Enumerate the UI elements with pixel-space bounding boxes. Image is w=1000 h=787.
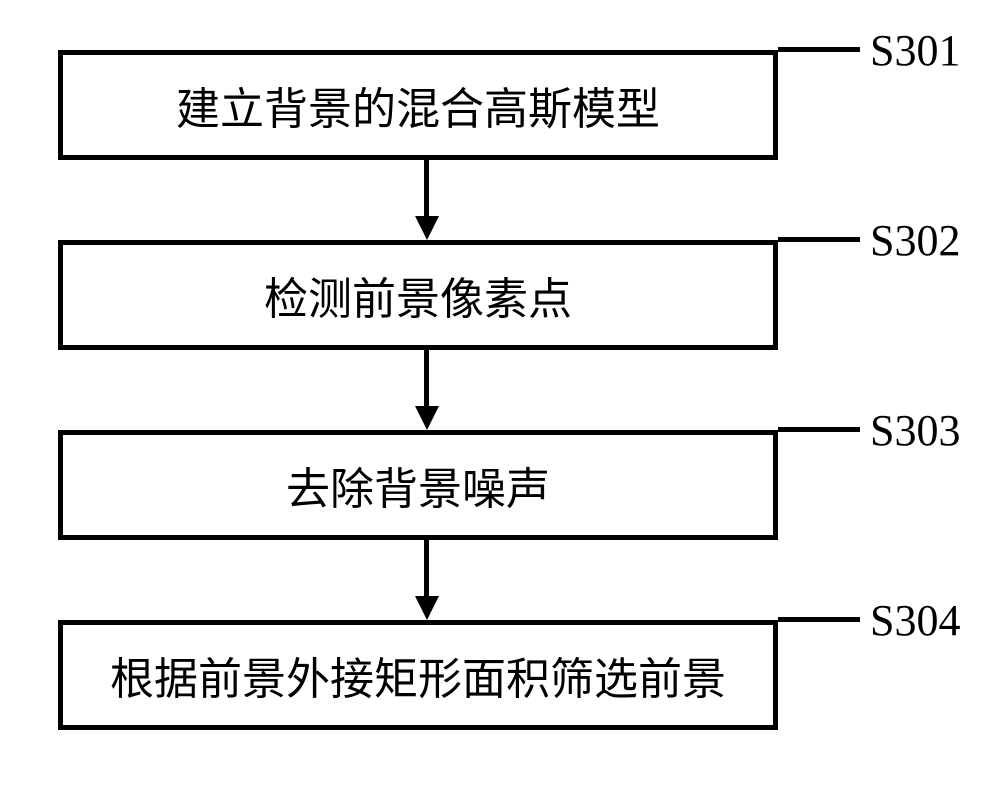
callout-line-s301 — [778, 47, 860, 52]
arrow-s302-s303 — [415, 350, 439, 430]
arrow-s303-s304 — [415, 540, 439, 620]
step-label-s304: S304 — [870, 595, 960, 646]
step-label-s302: S302 — [870, 215, 960, 266]
flow-node-text: 建立背景的混合高斯模型 — [176, 73, 660, 137]
step-label-s301: S301 — [870, 25, 960, 76]
flow-node-s303: 去除背景噪声 — [58, 430, 778, 540]
arrow-s301-s302 — [415, 160, 439, 240]
callout-line-s302 — [778, 237, 860, 242]
flow-node-text: 根据前景外接矩形面积筛选前景 — [110, 643, 726, 707]
flow-node-text: 检测前景像素点 — [264, 263, 572, 327]
flowchart-canvas: 建立背景的混合高斯模型 S301 检测前景像素点 S302 去除背景噪声 S30… — [0, 0, 1000, 787]
callout-line-s303 — [778, 427, 860, 432]
callout-line-s304 — [778, 617, 860, 622]
flow-node-s301: 建立背景的混合高斯模型 — [58, 50, 778, 160]
flow-node-s302: 检测前景像素点 — [58, 240, 778, 350]
flow-node-s304: 根据前景外接矩形面积筛选前景 — [58, 620, 778, 730]
flow-node-text: 去除背景噪声 — [286, 453, 550, 517]
step-label-s303: S303 — [870, 405, 960, 456]
